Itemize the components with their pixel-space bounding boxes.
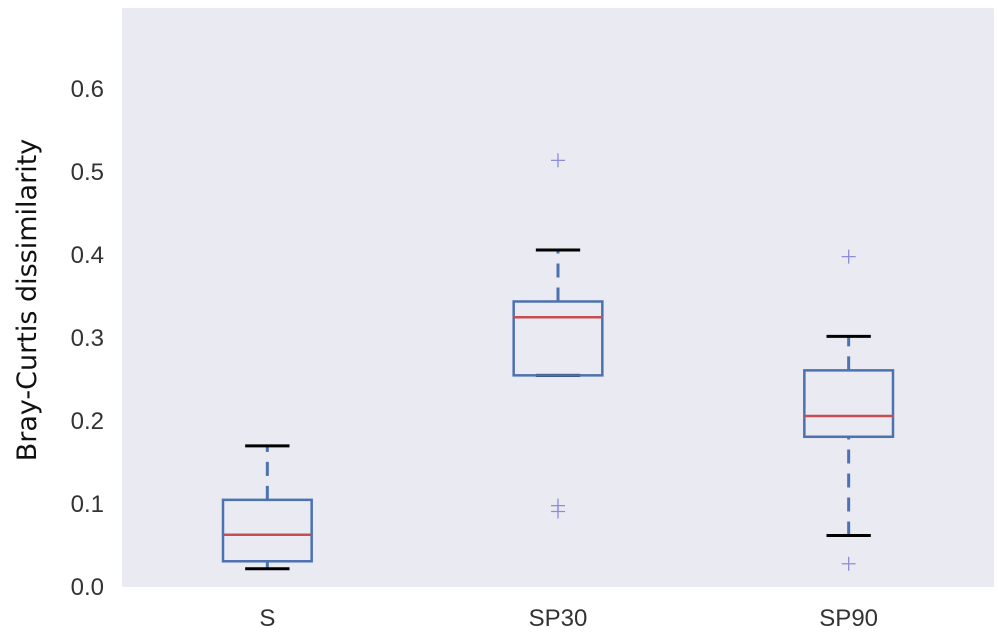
x-tick-label: S [259,605,275,632]
outlier-point [551,153,565,168]
y-axis-ticks: 0.0 0.1 0.2 0.3 0.4 0.5 0.6 [71,76,104,601]
boxes [221,153,895,571]
box-sp90 [803,249,895,571]
x-tick-label: SP90 [819,605,878,632]
y-tick-label: 0.2 [71,408,104,435]
y-tick-label: 0.3 [71,325,104,352]
y-axis-label: Bray-Curtis dissimilarity [12,139,43,462]
x-axis-ticks: S SP30 SP90 [259,605,878,632]
x-tick-label: SP30 [529,605,588,632]
iqr-box [512,300,604,377]
box-sp30 [512,153,604,519]
outlier-point [841,556,856,571]
box-s [221,444,313,571]
y-tick-label: 0.5 [71,159,104,186]
y-tick-label: 0.4 [71,242,104,269]
iqr-box [221,498,313,563]
outlier-point [841,249,856,264]
outlier-point [551,504,565,519]
y-tick-label: 0.6 [71,76,104,103]
y-tick-label: 0.0 [71,574,104,601]
iqr-box [803,369,895,439]
y-tick-label: 0.1 [71,491,104,518]
